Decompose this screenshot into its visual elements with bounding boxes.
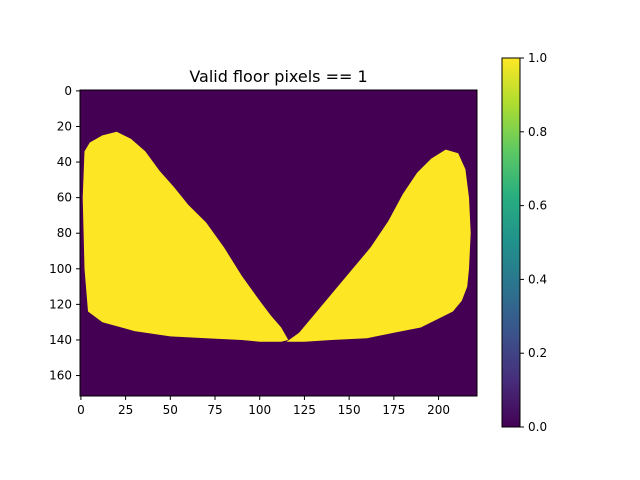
y-tick-label: 160 xyxy=(49,369,72,383)
colorbar-tick-label: 0.2 xyxy=(528,346,547,360)
colorbar-tick-label: 0.8 xyxy=(528,125,547,139)
y-tick-label: 0 xyxy=(64,84,72,98)
x-tick-label: 0 xyxy=(77,403,85,417)
valid-region-left xyxy=(82,131,289,342)
colorbar-tick-label: 0.6 xyxy=(528,199,547,213)
x-tick-label: 175 xyxy=(382,403,405,417)
y-tick-label: 60 xyxy=(57,191,72,205)
y-tick-label: 40 xyxy=(57,155,72,169)
x-tick-label: 125 xyxy=(293,403,316,417)
colorbar-tick-label: 0.0 xyxy=(528,420,547,434)
x-tick-label: 100 xyxy=(248,403,271,417)
valid-region-right xyxy=(286,149,471,342)
chart-title: Valid floor pixels == 1 xyxy=(189,67,367,86)
x-tick-label: 25 xyxy=(118,403,133,417)
y-tick-label: 120 xyxy=(49,297,72,311)
colorbar xyxy=(501,57,521,428)
x-axis: 0 25 50 75 100 125 150 175 200 xyxy=(77,396,450,417)
colorbar-tick-label: 0.4 xyxy=(528,272,547,286)
x-tick-label: 75 xyxy=(207,403,222,417)
y-tick-label: 100 xyxy=(49,262,72,276)
y-tick-label: 20 xyxy=(57,119,72,133)
x-tick-label: 50 xyxy=(163,403,178,417)
y-tick-label: 140 xyxy=(49,333,72,347)
y-tick-label: 80 xyxy=(57,226,72,240)
x-tick-label: 150 xyxy=(338,403,361,417)
y-axis: 0 20 40 60 80 100 120 140 160 xyxy=(49,84,80,383)
heatmap-valid-regions xyxy=(82,131,471,342)
plot-frame xyxy=(79,89,478,397)
colorbar-axis: 0.0 0.2 0.4 0.6 0.8 1.0 xyxy=(520,51,547,434)
colorbar-tick-label: 1.0 xyxy=(528,51,547,65)
x-tick-label: 200 xyxy=(427,403,450,417)
